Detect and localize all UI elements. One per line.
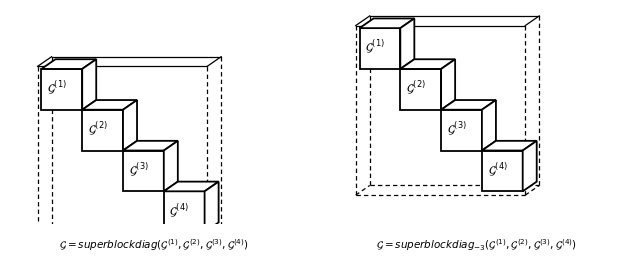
Polygon shape	[482, 100, 496, 150]
Polygon shape	[441, 110, 482, 150]
Polygon shape	[400, 59, 455, 69]
Polygon shape	[400, 19, 414, 69]
Text: $\mathcal{G}^{(1)}$: $\mathcal{G}^{(1)}$	[47, 80, 67, 97]
Polygon shape	[441, 59, 455, 110]
Text: $\mathcal{G}^{(2)}$: $\mathcal{G}^{(2)}$	[88, 121, 108, 138]
Polygon shape	[400, 69, 441, 110]
Polygon shape	[360, 19, 414, 28]
Polygon shape	[482, 150, 523, 191]
Polygon shape	[523, 141, 537, 191]
Polygon shape	[42, 59, 96, 69]
Polygon shape	[164, 191, 205, 232]
Polygon shape	[82, 100, 137, 110]
Text: $\mathcal{G}^{(3)}$: $\mathcal{G}^{(3)}$	[129, 162, 148, 179]
Text: $\mathcal{G}^{(1)}$: $\mathcal{G}^{(1)}$	[365, 39, 385, 56]
Polygon shape	[82, 110, 123, 150]
Text: $\mathcal{G}^{(2)}$: $\mathcal{G}^{(2)}$	[406, 80, 426, 97]
Text: $\mathcal{G}^{(3)}$: $\mathcal{G}^{(3)}$	[447, 121, 467, 138]
Polygon shape	[123, 141, 178, 150]
Polygon shape	[123, 150, 164, 191]
Polygon shape	[164, 141, 178, 191]
Text: $\mathcal{G} = \mathit{superblockdiag}_{-3}(\mathcal{G}^{(1)},\mathcal{G}^{(2)},: $\mathcal{G} = \mathit{superblockdiag}_{…	[376, 237, 577, 253]
Polygon shape	[42, 69, 82, 110]
Polygon shape	[441, 100, 496, 110]
Text: $\mathcal{G}^{(4)}$: $\mathcal{G}^{(4)}$	[170, 202, 189, 220]
Polygon shape	[360, 28, 400, 69]
Polygon shape	[482, 141, 537, 150]
Polygon shape	[82, 59, 96, 110]
Text: $\mathcal{G}^{(4)}$: $\mathcal{G}^{(4)}$	[488, 162, 508, 179]
Polygon shape	[123, 100, 137, 150]
Text: $\mathcal{G} = \mathit{superblockdiag}(\mathcal{G}^{(1)},\mathcal{G}^{(2)},\math: $\mathcal{G} = \mathit{superblockdiag}(\…	[59, 237, 248, 253]
Polygon shape	[164, 182, 219, 191]
Polygon shape	[205, 182, 219, 232]
